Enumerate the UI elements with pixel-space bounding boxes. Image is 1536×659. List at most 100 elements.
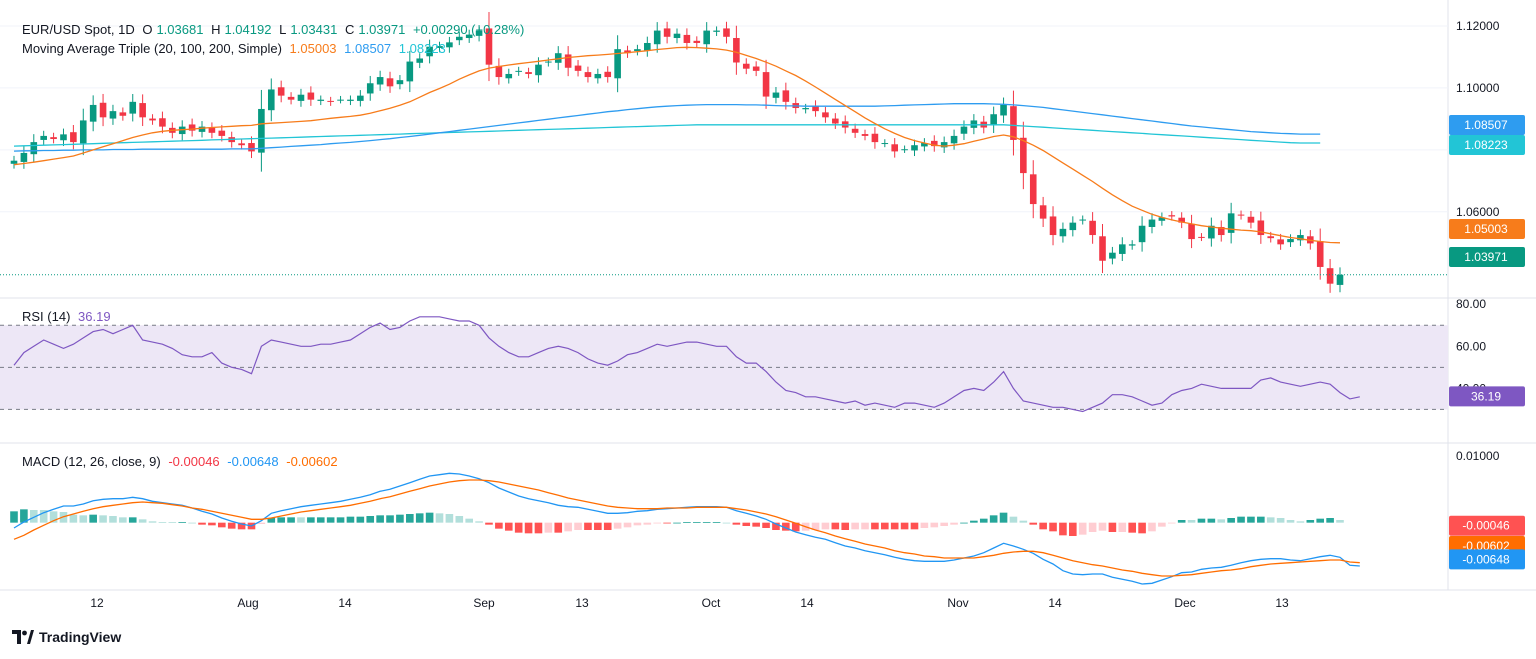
macd-histogram-bar	[791, 522, 800, 532]
candle-body	[505, 73, 513, 79]
macd-histogram-bar	[495, 522, 503, 529]
macd-histogram-bar	[1276, 518, 1285, 523]
macd-histogram-bar	[534, 522, 543, 534]
macd-histogram-bar	[1286, 520, 1295, 523]
candle-body	[911, 145, 918, 151]
candle-body	[198, 126, 206, 132]
candle-body	[79, 120, 87, 144]
macd-histogram-bar	[1029, 522, 1038, 525]
ma20-price-label-box	[1449, 219, 1525, 239]
candle-body	[772, 92, 780, 98]
macd-histogram-bar	[890, 522, 899, 530]
macd-indicator-name[interactable]: MACD (12, 26, close, 9)	[22, 454, 161, 469]
candle-body	[1247, 216, 1255, 223]
macd-histogram-bar	[920, 522, 929, 528]
candle-body	[426, 46, 433, 57]
candle-body	[1237, 214, 1245, 216]
ohlc-close: C 1.03971	[344, 22, 406, 37]
macd-histogram-bar	[89, 514, 97, 523]
macd-histogram-bar	[396, 514, 404, 523]
macd-hist-label: -0.00046	[1462, 519, 1510, 533]
macd-histogram-bar	[336, 517, 345, 523]
macd-histogram-bar	[702, 522, 711, 523]
candle-body	[812, 105, 819, 112]
macd-histogram-bar	[20, 509, 28, 523]
price-change: +0.00290 (+0.28%)	[412, 22, 525, 37]
macd-histogram-bar	[406, 514, 414, 523]
candle-body	[30, 142, 38, 155]
candle-body	[782, 90, 790, 102]
macd-histogram-bar	[1069, 522, 1077, 536]
macd-histogram-bar	[861, 522, 869, 530]
candle-body	[485, 28, 493, 65]
candle-body	[297, 94, 305, 101]
macd-histogram-bar	[326, 517, 335, 523]
candle-body	[990, 114, 997, 126]
candle-body	[940, 142, 948, 148]
macd-histogram-bar	[1118, 522, 1127, 532]
candle-body	[307, 92, 315, 100]
macd-histogram-bar	[1059, 522, 1067, 536]
ma-indicator-name[interactable]: Moving Average Triple (20, 100, 200, Sim…	[22, 41, 282, 56]
macd-histogram-bar	[1128, 522, 1136, 533]
candle-body	[564, 54, 572, 68]
candle-body	[357, 95, 364, 101]
candle-body	[406, 61, 414, 82]
macd-histogram-bar	[307, 517, 315, 523]
macd-histogram-bar	[257, 522, 266, 524]
ma20-line	[13, 46, 1341, 244]
candle-body	[436, 46, 443, 48]
time-axis-label: 13	[575, 596, 589, 610]
time-axis-label: Aug	[237, 596, 258, 610]
candle-body	[347, 99, 354, 101]
macd-histogram-bar	[1177, 520, 1186, 523]
macd-histogram-bar	[643, 522, 652, 525]
macd-histogram-bar	[663, 522, 671, 524]
macd-histogram-bar	[1167, 522, 1176, 524]
macd-histogram-bar	[188, 522, 196, 524]
candle-body	[396, 80, 404, 85]
macd-histogram-bar	[594, 522, 602, 530]
candle-body	[1277, 239, 1284, 245]
candle-body	[287, 96, 295, 100]
macd-histogram-bar	[287, 517, 295, 523]
candle-body	[1198, 236, 1205, 238]
candle-body	[129, 101, 137, 114]
last-price-label-box	[1449, 247, 1525, 267]
candle-body	[1138, 225, 1146, 243]
macd-histogram-bar	[960, 522, 968, 524]
last-price-label: 1.03971	[1464, 250, 1508, 264]
candle-body	[1109, 252, 1116, 259]
macd-histogram-bar	[376, 515, 384, 523]
candle-body	[1069, 222, 1077, 231]
macd-histogram-bar	[208, 522, 216, 526]
candle-body	[366, 83, 374, 94]
macd-histogram-bar	[1257, 516, 1265, 523]
macd-histogram-bar	[455, 516, 464, 523]
macd-histogram-bar	[227, 522, 236, 529]
candle-body	[604, 71, 612, 78]
rsi-indicator-name[interactable]: RSI (14)	[22, 309, 71, 324]
candle-body	[416, 58, 424, 63]
macd-hist-label-box	[1449, 515, 1525, 536]
candle-body	[1000, 104, 1007, 116]
macd-histogram-bar	[584, 522, 592, 530]
macd-histogram-bar	[673, 522, 681, 524]
candle-body	[703, 30, 710, 45]
candle-body	[40, 135, 47, 140]
macd-histogram-bar	[831, 522, 840, 530]
macd-histogram-bar	[930, 522, 939, 528]
candle-body	[970, 120, 978, 128]
ma100-price-label-box	[1449, 115, 1525, 135]
macd-histogram-bar	[198, 522, 206, 525]
macd-histogram-bar	[940, 522, 948, 526]
macd-histogram-bar	[772, 522, 780, 530]
candle-body	[208, 127, 216, 133]
candle-body	[832, 118, 839, 124]
candle-body	[554, 53, 562, 63]
macd-histogram-bar	[900, 522, 909, 530]
macd-histogram-bar	[1049, 522, 1057, 532]
symbol-name[interactable]: EUR/USD Spot, 1D	[22, 22, 135, 37]
macd-histogram-bar	[1227, 518, 1235, 523]
